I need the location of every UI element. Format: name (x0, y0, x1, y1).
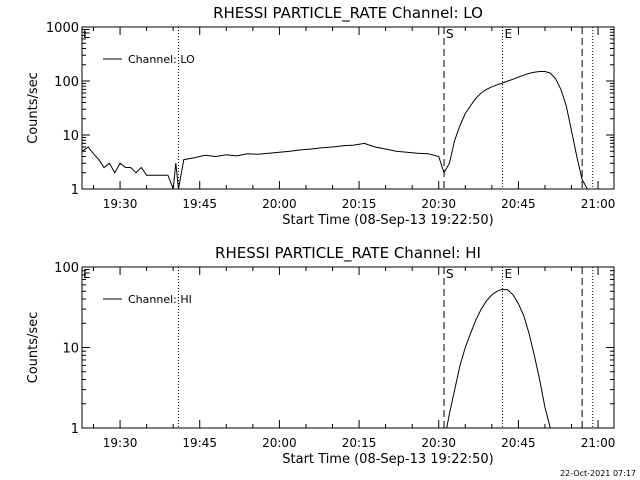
x-tick-label: 19:45 (182, 436, 217, 450)
marker-label: E (504, 267, 512, 281)
plot-frame (81, 266, 615, 429)
x-tick-label: 20:30 (421, 436, 456, 450)
y-tick-label: 1 (71, 422, 79, 437)
y-tick-label: 10 (62, 129, 79, 144)
legend-label: Channel: LO (128, 53, 195, 66)
corner-label: E (83, 27, 91, 41)
y-tick-label: 1000 (46, 21, 79, 36)
y-axis-label: Counts/sec (26, 312, 41, 384)
marker-label: S (446, 267, 454, 281)
x-tick-label: 20:15 (342, 436, 377, 450)
y-tick-label: 100 (54, 75, 79, 90)
y-tick-label: 1 (71, 183, 79, 198)
x-tick-label: 21:00 (581, 197, 616, 211)
x-tick-label: 20:00 (262, 197, 297, 211)
legend-label: Channel: HI (128, 293, 192, 306)
series-line (446, 288, 551, 429)
x-axis-label: Start Time (08-Sep-13 19:22:50) (282, 452, 493, 467)
marker-label: E (504, 27, 512, 41)
x-tick-label: 20:00 (262, 436, 297, 450)
x-tick-label: 21:00 (581, 436, 616, 450)
x-tick-label: 20:30 (421, 197, 456, 211)
x-tick-label: 20:45 (501, 197, 536, 211)
x-tick-label: 19:45 (182, 197, 217, 211)
chart-panel-lo: RHESSI PARTICLE_RATE Channel: LO 19:30 19:… (26, 4, 615, 228)
x-axis-label: Start Time (08-Sep-13 19:22:50) (282, 213, 493, 228)
x-tick-label: 20:45 (501, 436, 536, 450)
chart-title: RHESSI PARTICLE_RATE Channel: HI (215, 244, 481, 263)
x-tick-label: 20:15 (342, 197, 377, 211)
plot-frame (81, 26, 615, 190)
y-axis-label: Counts/sec (26, 72, 41, 144)
chart-title: RHESSI PARTICLE_RATE Channel: LO (213, 4, 483, 23)
series-line (81, 71, 588, 190)
x-tick-label: 19:30 (103, 436, 138, 450)
corner-label: E (83, 267, 91, 281)
timestamp-label: 22-Oct-2021 07:17 (560, 469, 636, 478)
y-tick-label: 100 (54, 261, 79, 276)
y-tick-label: 10 (62, 342, 79, 357)
chart-panel-hi: RHESSI PARTICLE_RATE Channel: HI 19:30 19:… (26, 244, 615, 467)
x-tick-label: 19:30 (103, 197, 138, 211)
marker-label: S (446, 27, 454, 41)
